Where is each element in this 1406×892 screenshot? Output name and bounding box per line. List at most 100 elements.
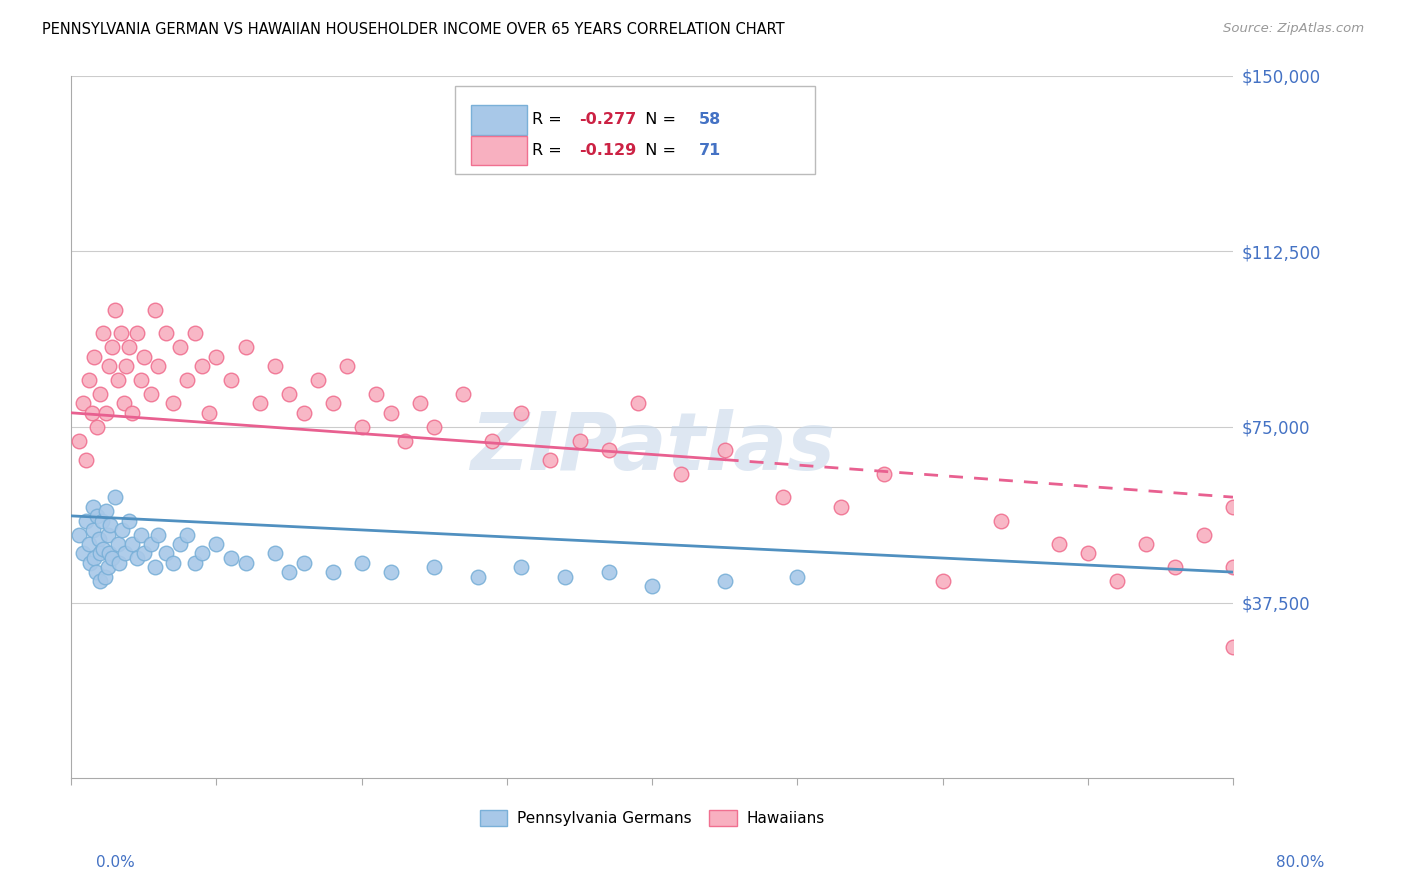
Point [75,452,97,467]
Point [98,546,121,560]
Point [89,546,111,560]
Point [205,350,228,364]
Point [830,500,852,514]
Point [82,523,104,537]
Point [307,373,329,387]
Point [155,326,177,341]
Point [931,574,953,589]
Point [132,546,155,560]
Point [235,556,257,570]
Point [72,546,94,560]
Point [198,406,221,420]
Text: N =: N = [634,112,681,128]
Point [129,373,152,387]
Point [263,359,285,373]
Point [598,443,620,458]
Point [148,359,170,373]
FancyBboxPatch shape [471,136,527,166]
Point [322,565,344,579]
Point [786,570,808,584]
Point [132,350,155,364]
Text: Source: ZipAtlas.com: Source: ZipAtlas.com [1223,22,1364,36]
Point [86,420,108,434]
Point [626,396,648,410]
Point [772,490,794,504]
Point [77,373,100,387]
Point [100,518,122,533]
Point [139,537,162,551]
Point [77,537,100,551]
Point [94,406,117,420]
Point [169,537,191,551]
Point [669,467,692,481]
Point [350,556,373,570]
Point [713,574,735,589]
Point [118,514,141,528]
Point [990,514,1012,528]
Text: 58: 58 [699,112,721,128]
Text: ZIPatlas: ZIPatlas [470,409,835,487]
Point [108,556,131,570]
Point [169,340,191,354]
Point [481,434,503,448]
Point [1077,546,1099,560]
Point [183,556,205,570]
Point [1192,527,1215,541]
Point [111,523,134,537]
Point [83,350,105,364]
Point [114,546,136,560]
Point [510,406,533,420]
Legend: Pennsylvania Germans, Hawaiians: Pennsylvania Germans, Hawaiians [472,803,832,834]
Point [873,467,896,481]
Point [96,560,118,574]
Point [263,546,285,560]
Point [183,326,205,341]
Point [139,387,162,401]
Point [86,508,108,523]
Text: N =: N = [634,144,681,158]
Point [409,396,432,410]
Point [107,373,129,387]
Point [380,565,402,579]
FancyBboxPatch shape [471,105,527,135]
Point [1222,560,1244,574]
Point [1105,574,1128,589]
Point [278,565,301,579]
Point [1135,537,1157,551]
Point [101,340,124,354]
FancyBboxPatch shape [454,86,814,174]
Point [121,537,143,551]
Text: 80.0%: 80.0% [1277,855,1324,870]
Point [219,373,242,387]
Point [292,406,315,420]
Point [423,420,446,434]
Point [510,560,533,574]
Point [453,387,475,401]
Point [145,302,167,317]
Point [205,537,228,551]
Point [1047,537,1070,551]
Point [336,359,359,373]
Point [67,434,90,448]
Point [98,359,121,373]
Point [125,326,148,341]
Point [91,541,114,556]
Point [67,527,90,541]
Point [219,551,242,566]
Text: PENNSYLVANIA GERMAN VS HAWAIIAN HOUSEHOLDER INCOME OVER 65 YEARS CORRELATION CHA: PENNSYLVANIA GERMAN VS HAWAIIAN HOUSEHOL… [42,22,785,37]
Point [423,560,446,574]
Point [90,514,112,528]
Point [82,500,104,514]
Point [115,359,138,373]
Point [1222,640,1244,654]
Point [112,396,135,410]
Point [155,546,177,560]
Point [129,527,152,541]
Point [162,396,184,410]
Point [104,302,127,317]
Point [380,406,402,420]
Point [110,326,132,341]
Point [540,452,562,467]
Point [1164,560,1187,574]
Point [87,533,110,547]
